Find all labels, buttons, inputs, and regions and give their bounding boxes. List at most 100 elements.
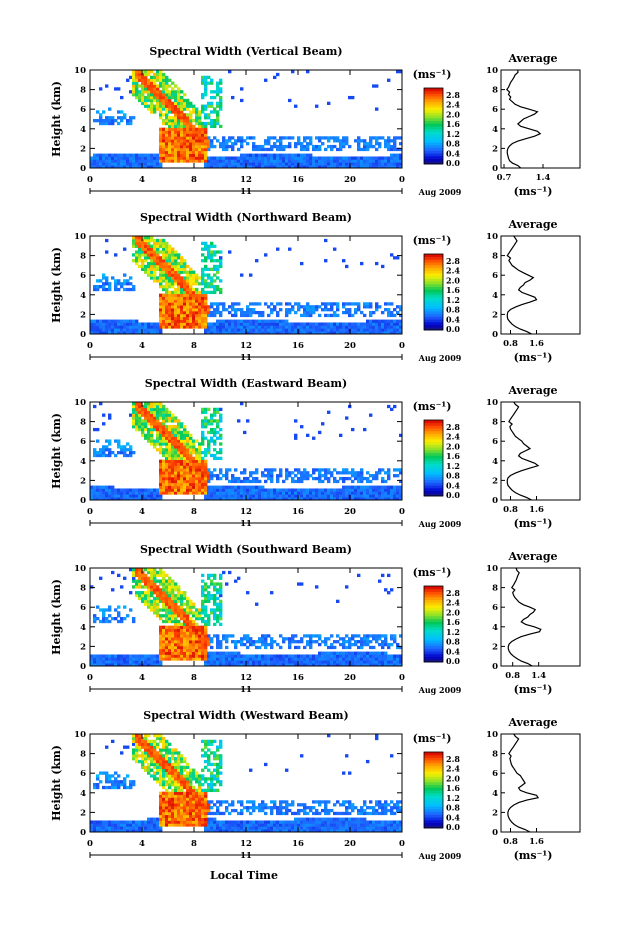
heatmap-cell — [270, 474, 274, 478]
heatmap-cell — [147, 419, 151, 423]
heatmap-cell — [198, 302, 202, 306]
heatmap-cell — [108, 663, 112, 667]
heatmap-cell — [369, 331, 373, 335]
heatmap-cell — [261, 313, 265, 318]
heatmap-cell — [174, 116, 178, 120]
heatmap-cell — [375, 634, 379, 638]
heatmap-cell — [237, 328, 241, 332]
heatmap-cell — [168, 290, 172, 295]
heatmap-cell — [93, 322, 97, 326]
heatmap-cell — [132, 322, 136, 326]
heatmap-cell — [246, 591, 250, 595]
heatmap-cell — [171, 305, 175, 309]
heatmap-cell — [375, 331, 379, 335]
heatmap-cell — [153, 84, 157, 88]
heatmap-cell — [213, 453, 217, 458]
heatmap-cell — [195, 476, 199, 481]
heatmap-cell — [120, 110, 124, 114]
heatmap-cell — [339, 654, 343, 658]
heatmap-cell — [150, 494, 154, 498]
heatmap-cell — [156, 90, 160, 94]
heatmap-cell — [204, 264, 208, 269]
heatmap-cell — [174, 451, 178, 455]
heatmap-cell — [147, 256, 151, 260]
heatmap-cell — [168, 459, 172, 463]
heatmap-cell — [345, 310, 349, 315]
heatmap-cell — [192, 293, 196, 297]
heatmap-cell — [111, 119, 115, 123]
heatmap-cell — [252, 142, 256, 146]
heatmap-cell — [246, 136, 250, 140]
heatmap-cell — [204, 453, 208, 458]
heatmap-cell — [192, 279, 196, 283]
heatmap-cell — [279, 331, 283, 335]
heatmap-cell — [201, 247, 205, 251]
heatmap-cell — [201, 605, 205, 609]
heatmap-cell — [141, 81, 145, 85]
heatmap-cell — [192, 144, 196, 149]
heatmap-cell — [201, 482, 205, 486]
heatmap-cell — [102, 657, 106, 661]
heatmap-cell — [126, 165, 130, 169]
heatmap-cell — [327, 663, 331, 667]
heatmap-cell — [393, 156, 397, 160]
heatmap-cell — [171, 419, 175, 423]
heatmap-cell — [213, 622, 217, 627]
heatmap-cell — [198, 640, 202, 644]
colorbar-segment — [424, 441, 443, 445]
heatmap-cell — [153, 322, 157, 326]
heatmap-cell — [162, 608, 166, 612]
heatmap-cell — [147, 491, 151, 495]
heatmap-cell — [387, 573, 391, 578]
heatmap-cell — [144, 165, 148, 169]
heatmap-cell — [201, 104, 205, 108]
heatmap-cell — [120, 331, 124, 335]
heatmap-cell — [189, 299, 193, 303]
heatmap-cell — [288, 474, 292, 478]
heatmap-cell — [363, 663, 367, 667]
heatmap-cell — [249, 663, 253, 667]
heatmap-cell — [189, 119, 193, 123]
heatmap-cell — [369, 640, 373, 644]
heatmap-cell — [192, 310, 196, 315]
heatmap-cell — [207, 476, 211, 481]
heatmap-cell — [171, 293, 175, 297]
heatmap-cell — [174, 153, 178, 157]
heatmap-cell — [144, 599, 148, 603]
heatmap-cell — [159, 276, 163, 280]
heatmap-cell — [282, 156, 286, 160]
heatmap-cell — [222, 162, 226, 166]
heatmap-cell — [210, 302, 214, 306]
heatmap-cell — [180, 322, 184, 326]
heatmap-cell — [153, 654, 157, 658]
heatmap-cell — [222, 651, 226, 655]
heatmap-cell — [153, 570, 157, 575]
heatmap-cell — [165, 591, 169, 595]
heatmap-cell — [171, 465, 175, 469]
heatmap-cell — [150, 491, 154, 495]
heatmap-cell — [183, 285, 187, 289]
heatmap-cell — [183, 98, 187, 103]
heatmap-cell — [237, 576, 241, 580]
heatmap-cell — [96, 427, 100, 432]
heatmap-cell — [108, 619, 112, 624]
heatmap-cell — [381, 660, 385, 664]
heatmap-cell — [240, 325, 244, 329]
colorbar: (ms⁻¹)0.00.40.81.21.62.02.42.8 — [413, 234, 461, 334]
heatmap-cell — [339, 147, 343, 152]
heatmap-cell — [150, 419, 154, 423]
heatmap-cell — [174, 267, 178, 271]
heatmap-cell — [240, 488, 244, 492]
heatmap-cell — [237, 419, 241, 423]
heatmap-cell — [180, 642, 184, 647]
heatmap-cell — [132, 422, 136, 426]
heatmap-cell — [393, 328, 397, 332]
heatmap-cell — [363, 156, 367, 160]
heatmap-cell — [138, 663, 142, 667]
heatmap-cell — [339, 159, 343, 163]
heatmap-cell — [222, 322, 226, 326]
heatmap-cell — [396, 497, 400, 501]
heatmap-cell — [150, 259, 154, 263]
heatmap-cell — [165, 313, 169, 318]
heatmap-cell — [381, 468, 385, 472]
